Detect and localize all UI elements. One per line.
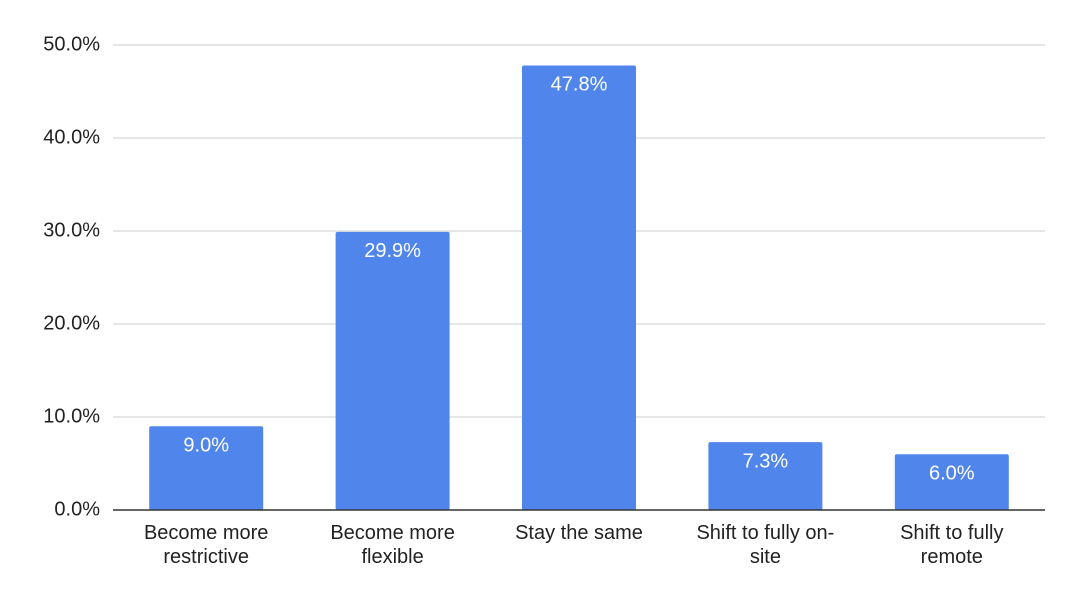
y-tick-label: 50.0% [43, 33, 100, 55]
bar [335, 231, 450, 510]
bar [708, 442, 823, 510]
x-tick-label: Stay the same [515, 522, 643, 544]
x-tick-label: Become more flexible [330, 522, 455, 568]
x-tick-label: Shift to fully remote [900, 522, 1004, 568]
x-tick-label: Become more restrictive [143, 522, 269, 568]
y-tick-label: 0.0% [54, 498, 100, 520]
y-tick-label: 10.0% [43, 405, 100, 427]
bar [522, 65, 636, 511]
x-tick-label: Shift to fully on-site [696, 522, 835, 568]
y-tick-label: 30.0% [43, 219, 100, 241]
data-label: 6.0% [929, 462, 975, 484]
data-label: 29.9% [364, 240, 421, 262]
data-label: 7.3% [743, 450, 789, 472]
bar [149, 426, 264, 510]
data-label: 9.0% [183, 435, 229, 457]
data-label: 47.8% [551, 74, 608, 96]
bar [894, 454, 1009, 510]
y-tick-label: 20.0% [43, 312, 100, 334]
y-tick-label: 40.0% [43, 126, 100, 148]
